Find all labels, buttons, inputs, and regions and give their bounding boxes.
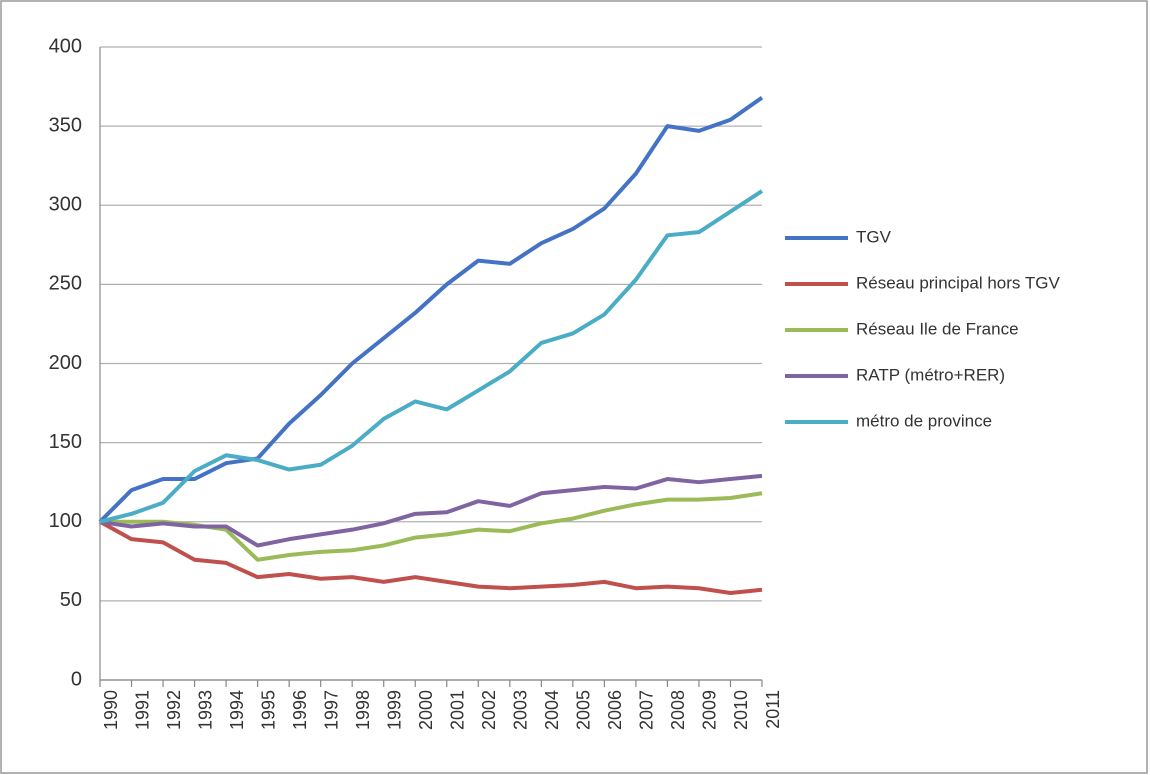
y-tick-label: 300 [49,194,82,216]
legend-label: RATP (métro+RER) [856,365,1005,384]
x-tick-label: 1992 [164,690,184,730]
x-tick-label: 1994 [227,690,247,730]
x-tick-label: 1997 [321,690,341,730]
y-tick-label: 250 [49,273,82,295]
x-tick-label: 2008 [668,690,688,730]
y-tick-label: 400 [49,35,82,57]
x-tick-label: 2011 [763,690,783,729]
x-tick-label: 1993 [195,690,215,730]
x-tick-label: 2007 [637,690,657,730]
x-tick-label: 2005 [574,690,594,730]
x-tick-label: 2006 [605,690,625,730]
legend-label: métro de province [856,411,992,430]
series-line [99,189,764,524]
series-line [99,473,763,548]
x-tick-label: 2002 [479,690,499,730]
x-tick-label: 2009 [700,690,720,730]
x-tick-label: 2000 [416,690,436,730]
x-tick-label: 1995 [258,690,278,730]
series-line [99,519,763,595]
legend-label: Réseau principal hors TGV [856,273,1060,292]
y-tick-label: 350 [49,114,82,136]
x-tick-label: 1991 [132,690,152,730]
x-tick-label: 1996 [290,690,310,730]
series-line [98,96,764,524]
y-tick-label: 150 [49,431,82,453]
y-tick-label: 100 [49,510,82,532]
x-tick-label: 1998 [353,690,373,730]
legend-label: Réseau Ile de France [856,319,1019,338]
x-tick-label: 1990 [101,690,121,730]
x-tick-label: 1999 [384,690,404,730]
x-tick-label: 2001 [448,690,468,730]
y-tick-label: 50 [60,589,82,611]
x-tick-label: 2003 [511,690,531,730]
y-tick-label: 0 [71,668,82,690]
y-tick-label: 200 [49,352,82,374]
legend-label: TGV [856,227,892,246]
x-tick-label: 2010 [731,690,751,730]
x-tick-label: 2004 [542,690,562,730]
